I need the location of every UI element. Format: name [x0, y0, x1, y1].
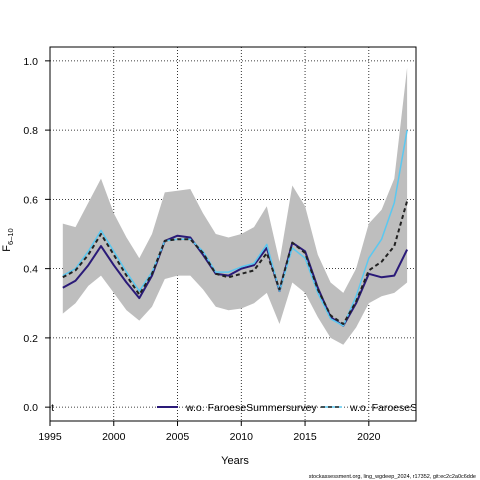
- axes: 1995 2000 2005 2010 2015 2020 0.0 0.2 0.4 0.6 0.8 1…: [23, 56, 380, 443]
- series-line-base: [62, 200, 409, 325]
- y-axis-title-main: F: [1, 245, 13, 252]
- x-tick-label: 1995: [38, 431, 62, 443]
- y-tick-label: 0.6: [23, 194, 38, 206]
- legend-label: t: [51, 402, 54, 414]
- x-axis-title: Years: [221, 455, 249, 467]
- x-tick-label: 2000: [102, 431, 126, 443]
- y-tick-label: 0.2: [23, 333, 38, 345]
- x-tick-label: 2010: [230, 431, 254, 443]
- y-tick-label: 0.8: [23, 125, 38, 137]
- y-axis-title: F6–10: [1, 228, 15, 251]
- credit-text: stockassessment.org, ling_wgdeep_2024, r…: [309, 474, 476, 480]
- y-tick-label: 0.0: [23, 402, 38, 414]
- series-lines-layer: [62, 129, 409, 327]
- legend-label: w.o. FaroeseSummersurvey: [185, 402, 317, 414]
- y-axis-title-subscript: 6–10: [6, 228, 15, 245]
- x-tick-label: 2020: [357, 431, 381, 443]
- y-tick-label: 0.4: [23, 264, 38, 276]
- plot-frame: [49, 46, 417, 422]
- legend: t w.o. FaroeseSummersurvey w.o. FaroeseSp: [51, 402, 423, 414]
- y-tick-label: 1.0: [23, 56, 38, 68]
- x-tick-label: 2015: [293, 431, 317, 443]
- legend-label: w.o. FaroeseSp: [349, 402, 423, 414]
- x-tick-label: 2005: [166, 431, 190, 443]
